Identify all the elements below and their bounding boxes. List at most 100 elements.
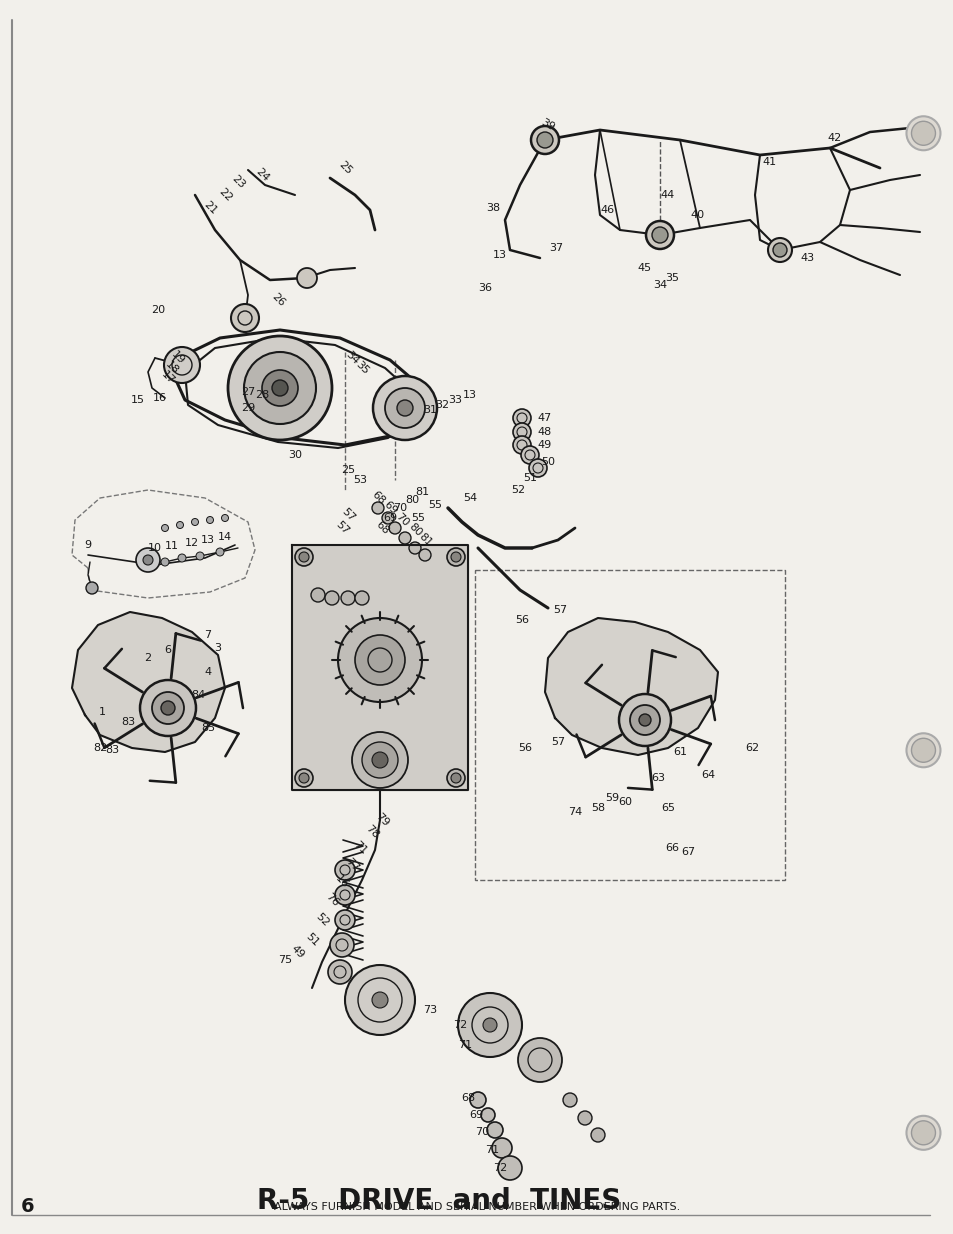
Text: 16: 16 bbox=[334, 874, 350, 891]
Circle shape bbox=[910, 738, 935, 763]
Circle shape bbox=[152, 692, 184, 724]
Circle shape bbox=[298, 552, 309, 561]
Circle shape bbox=[352, 732, 408, 789]
Text: 60: 60 bbox=[618, 797, 631, 807]
Circle shape bbox=[335, 909, 355, 930]
Text: 69: 69 bbox=[382, 513, 396, 523]
Text: 70: 70 bbox=[475, 1127, 489, 1137]
Circle shape bbox=[272, 380, 288, 396]
Text: 73: 73 bbox=[422, 1004, 436, 1016]
Text: 42: 42 bbox=[827, 133, 841, 143]
Circle shape bbox=[537, 132, 553, 148]
Circle shape bbox=[618, 694, 670, 747]
Text: 37: 37 bbox=[548, 243, 562, 253]
Text: 70: 70 bbox=[393, 503, 407, 513]
Text: 32: 32 bbox=[435, 400, 449, 410]
Text: 71: 71 bbox=[457, 1040, 472, 1050]
Circle shape bbox=[629, 705, 659, 735]
Text: 59: 59 bbox=[604, 793, 618, 803]
Text: 7: 7 bbox=[204, 631, 212, 640]
Text: 25: 25 bbox=[340, 465, 355, 475]
Polygon shape bbox=[71, 612, 225, 752]
Circle shape bbox=[517, 1038, 561, 1082]
Text: 51: 51 bbox=[303, 932, 320, 949]
Circle shape bbox=[451, 772, 460, 784]
Circle shape bbox=[161, 701, 174, 714]
Circle shape bbox=[905, 733, 940, 768]
Circle shape bbox=[513, 423, 531, 441]
Circle shape bbox=[337, 618, 421, 702]
Text: 75: 75 bbox=[277, 955, 292, 965]
Text: ALWAYS FURNISH MODEL AND SERIAL NUMBER WHEN ORDERING PARTS.: ALWAYS FURNISH MODEL AND SERIAL NUMBER W… bbox=[274, 1202, 679, 1212]
Circle shape bbox=[492, 1138, 512, 1157]
Text: 4: 4 bbox=[204, 668, 212, 677]
Circle shape bbox=[578, 1111, 592, 1125]
Circle shape bbox=[910, 121, 935, 146]
Circle shape bbox=[373, 376, 436, 441]
Circle shape bbox=[176, 522, 183, 528]
Text: 70: 70 bbox=[393, 511, 410, 528]
Text: 69: 69 bbox=[469, 1111, 482, 1120]
Text: 33: 33 bbox=[448, 395, 461, 405]
Text: 79: 79 bbox=[373, 812, 390, 828]
Text: 36: 36 bbox=[477, 283, 492, 292]
Text: 27: 27 bbox=[240, 387, 254, 397]
Text: 56: 56 bbox=[515, 615, 529, 624]
Circle shape bbox=[221, 515, 229, 522]
Circle shape bbox=[86, 582, 98, 594]
Text: 83: 83 bbox=[105, 745, 119, 755]
Text: 81: 81 bbox=[415, 487, 429, 497]
Circle shape bbox=[355, 636, 405, 685]
Circle shape bbox=[361, 742, 397, 777]
Text: 15: 15 bbox=[131, 395, 145, 405]
Text: 58: 58 bbox=[590, 803, 604, 813]
Text: 23: 23 bbox=[230, 174, 246, 190]
Text: 69: 69 bbox=[381, 500, 398, 517]
Text: 68: 68 bbox=[369, 490, 386, 506]
Text: 46: 46 bbox=[600, 205, 615, 215]
Text: 78: 78 bbox=[363, 823, 380, 840]
Text: 13: 13 bbox=[493, 251, 506, 260]
Text: 50: 50 bbox=[540, 457, 555, 466]
Circle shape bbox=[244, 352, 315, 424]
Circle shape bbox=[294, 769, 313, 787]
Circle shape bbox=[396, 400, 413, 416]
Circle shape bbox=[513, 408, 531, 427]
Circle shape bbox=[262, 370, 297, 406]
Text: 68: 68 bbox=[373, 520, 390, 537]
Text: 47: 47 bbox=[537, 413, 552, 423]
Circle shape bbox=[161, 524, 169, 532]
Text: 11: 11 bbox=[165, 540, 179, 552]
Circle shape bbox=[372, 992, 388, 1008]
Text: 63: 63 bbox=[650, 772, 664, 784]
Polygon shape bbox=[292, 545, 468, 790]
Text: 35: 35 bbox=[664, 273, 679, 283]
Text: 71: 71 bbox=[484, 1145, 498, 1155]
Circle shape bbox=[140, 680, 195, 735]
Circle shape bbox=[381, 512, 394, 524]
Circle shape bbox=[447, 548, 464, 566]
Circle shape bbox=[520, 445, 538, 464]
Circle shape bbox=[228, 336, 332, 441]
Text: 29: 29 bbox=[240, 404, 254, 413]
Circle shape bbox=[457, 993, 521, 1058]
Text: 34: 34 bbox=[343, 349, 360, 366]
Text: 52: 52 bbox=[314, 912, 330, 928]
Text: 40: 40 bbox=[690, 210, 704, 220]
Polygon shape bbox=[544, 618, 718, 755]
Text: 3: 3 bbox=[214, 643, 221, 653]
Text: 74: 74 bbox=[567, 807, 581, 817]
Text: 28: 28 bbox=[254, 390, 269, 400]
Text: 22: 22 bbox=[216, 186, 233, 204]
Text: 17: 17 bbox=[159, 369, 176, 386]
Circle shape bbox=[409, 542, 420, 554]
Text: 82: 82 bbox=[92, 743, 107, 753]
Text: 44: 44 bbox=[660, 190, 675, 200]
Text: 49: 49 bbox=[537, 441, 552, 450]
Circle shape bbox=[529, 459, 546, 478]
Circle shape bbox=[513, 436, 531, 454]
Text: 10: 10 bbox=[148, 543, 162, 553]
Text: 51: 51 bbox=[522, 473, 537, 482]
Circle shape bbox=[562, 1093, 577, 1107]
Text: 48: 48 bbox=[537, 427, 552, 437]
